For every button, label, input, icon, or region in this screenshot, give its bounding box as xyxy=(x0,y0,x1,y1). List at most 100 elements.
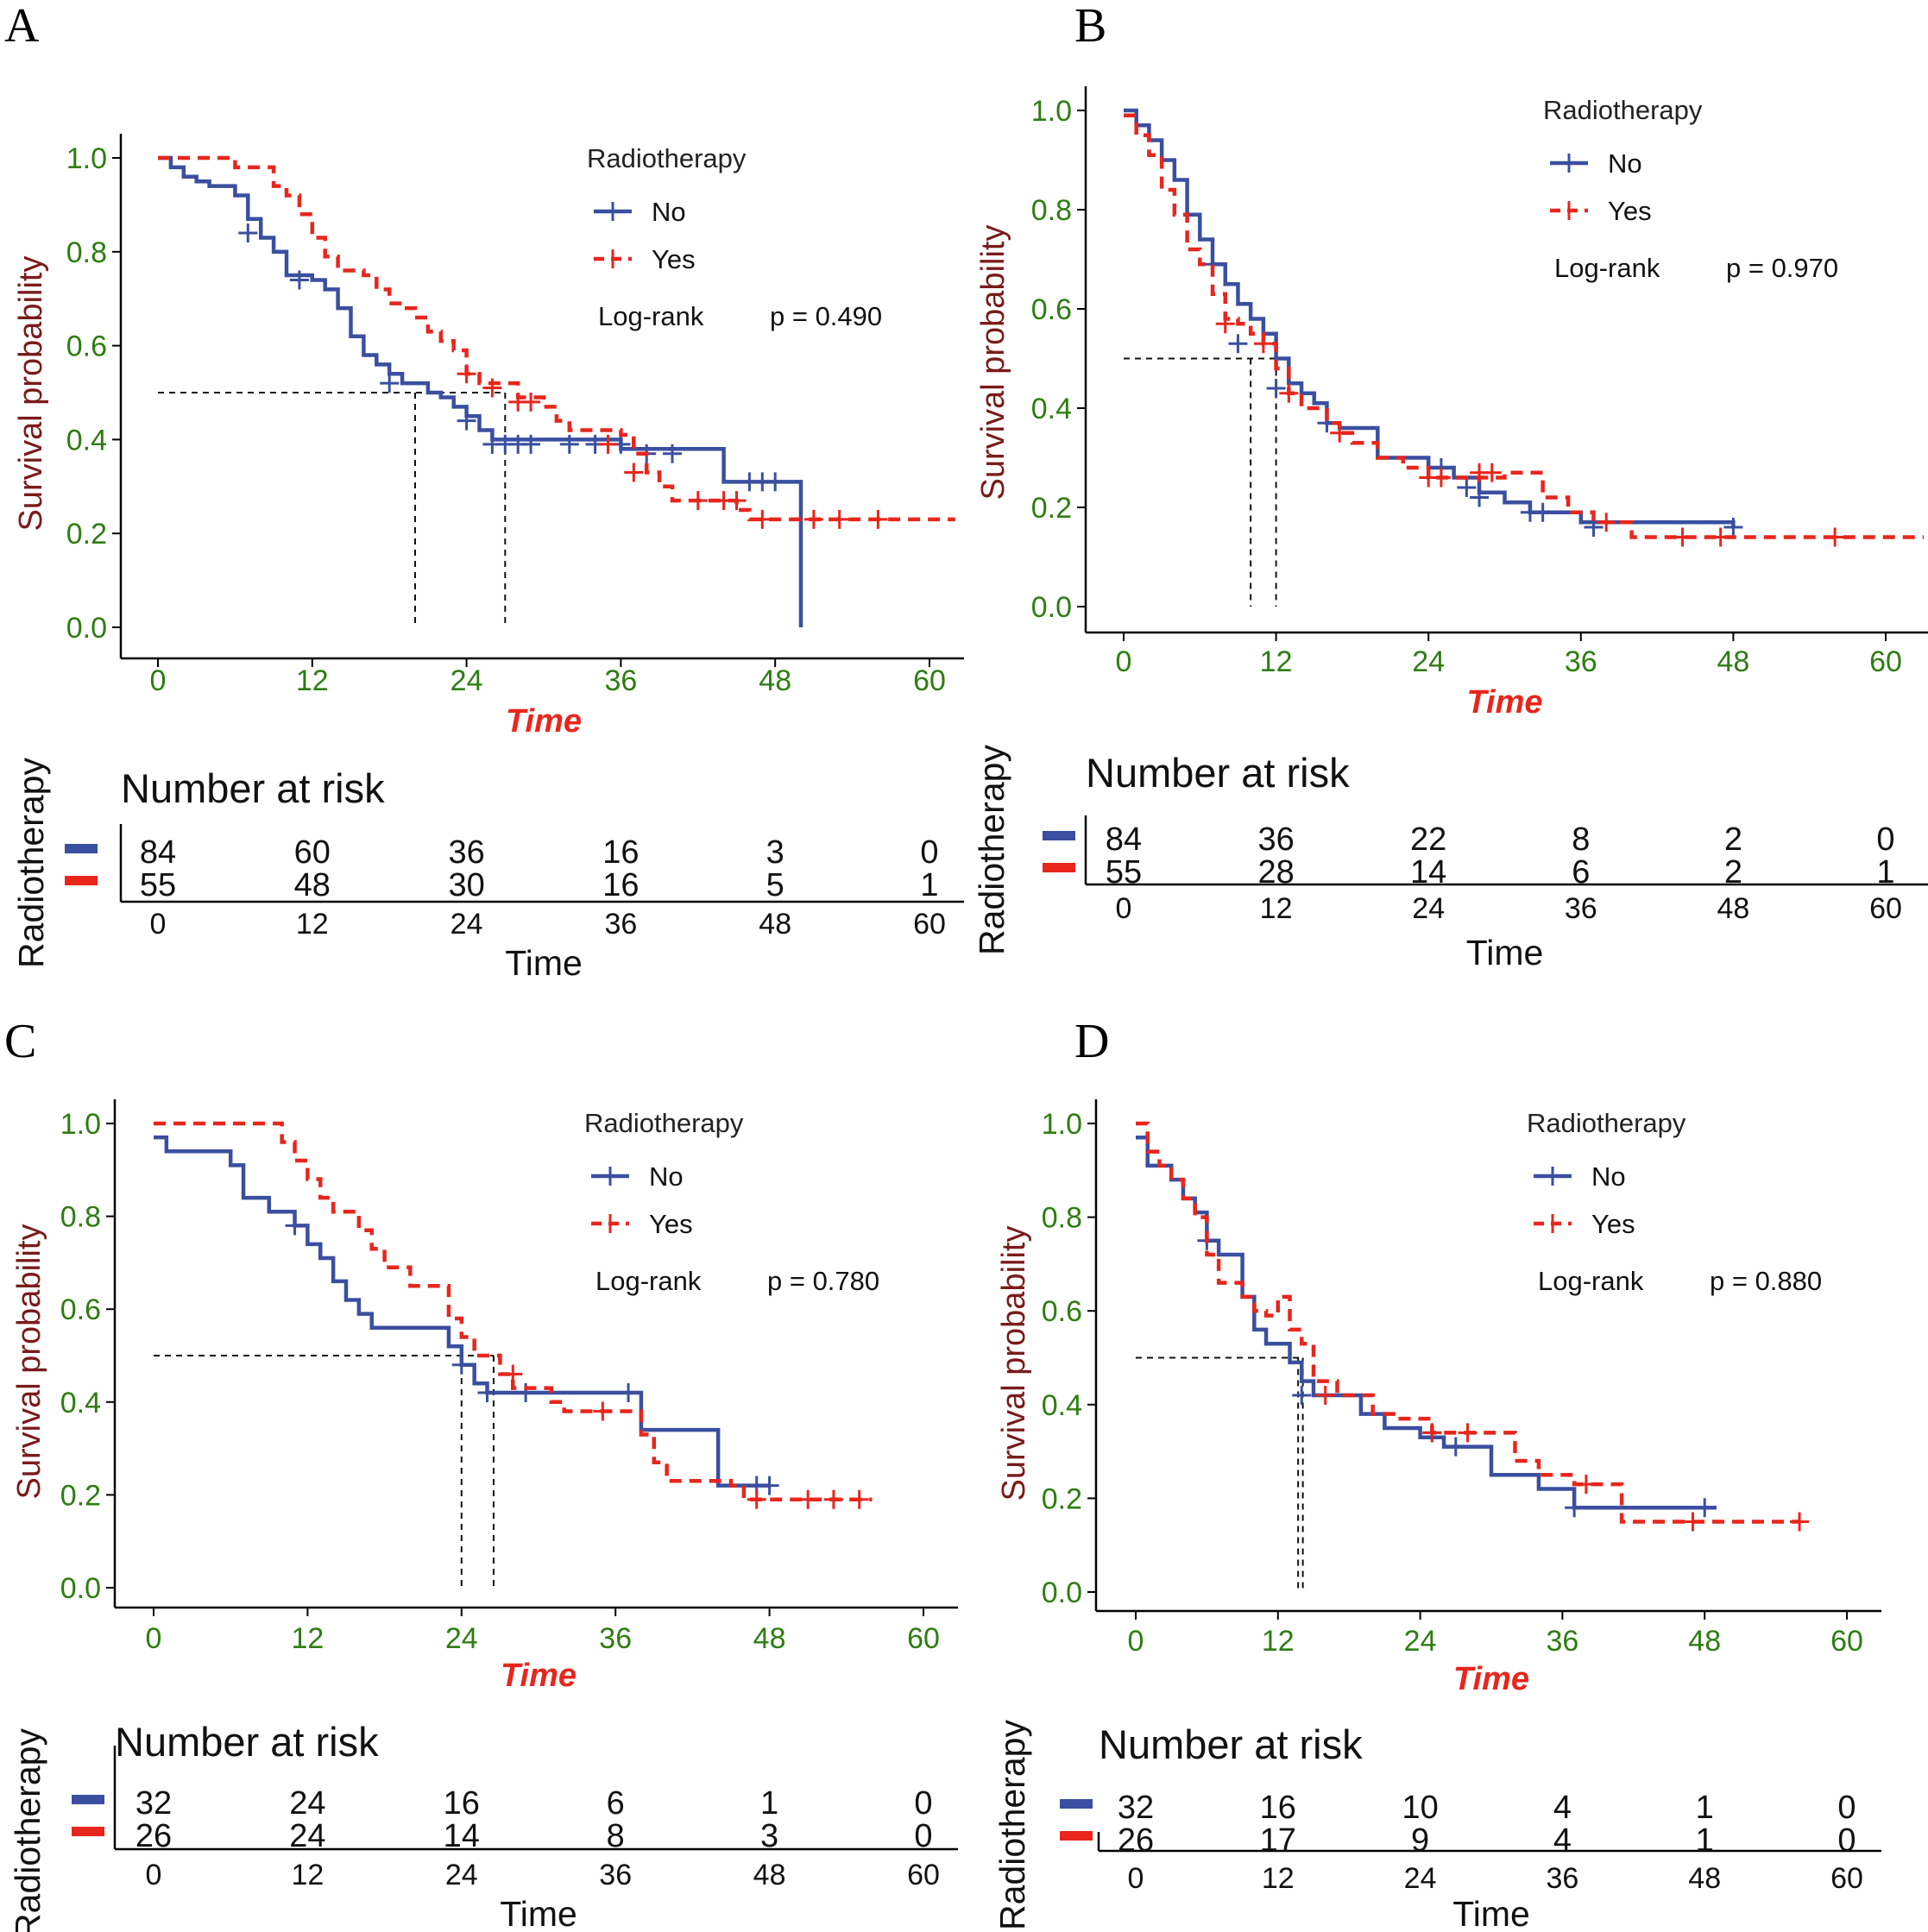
risk-table-ylabel: Radiotherapy xyxy=(992,1720,1032,1930)
y-tick-label: 1.0 xyxy=(66,142,107,175)
risk-count-yes: 5 xyxy=(766,867,784,903)
y-tick-label: 1.0 xyxy=(1031,95,1072,128)
censor-mark-no xyxy=(477,1383,497,1403)
risk-x-tick-label: 24 xyxy=(1404,1862,1437,1895)
censor-mark-yes xyxy=(1825,527,1845,547)
risk-x-tick-label: 0 xyxy=(150,908,167,941)
censor-mark-no xyxy=(759,1476,779,1495)
y-tick-label: 0.0 xyxy=(1031,591,1072,624)
x-tick-label: 24 xyxy=(1404,1625,1437,1658)
legend-title: Radiotherapy xyxy=(584,1108,744,1138)
risk-legend-no xyxy=(1043,831,1075,840)
y-axis-label: Survival probability xyxy=(11,1224,47,1500)
y-tick-label: 0.8 xyxy=(1031,194,1072,227)
risk-x-tick-label: 0 xyxy=(1116,892,1132,925)
risk-count-yes: 9 xyxy=(1411,1822,1429,1859)
x-tick-label: 36 xyxy=(599,1622,632,1655)
censor-mark-yes xyxy=(457,364,476,384)
legend-label-yes: Yes xyxy=(1608,196,1652,226)
risk-count-no: 36 xyxy=(1257,821,1294,858)
risk-count-no: 0 xyxy=(920,834,938,871)
risk-count-no: 16 xyxy=(444,1785,480,1822)
risk-legend-no xyxy=(1060,1799,1093,1809)
risk-count-yes: 28 xyxy=(1257,854,1294,890)
panel-c: C0.00.20.40.60.81.00 12 24 36 48 60TimeSurviv… xyxy=(4,1015,958,1932)
risk-count-no: 60 xyxy=(294,834,331,871)
y-tick-label: 0.2 xyxy=(1031,492,1072,525)
censor-mark-no xyxy=(1266,379,1286,398)
censor-mark-no xyxy=(451,1355,471,1375)
y-tick-label: 0.2 xyxy=(1042,1482,1082,1515)
y-tick-label: 0.2 xyxy=(66,518,107,551)
censor-mark-yes xyxy=(823,1489,843,1509)
censor-mark-yes xyxy=(593,1401,613,1421)
censor-mark-no xyxy=(516,1383,536,1403)
risk-legend-yes xyxy=(65,876,98,885)
risk-count-no: 0 xyxy=(1876,821,1894,858)
risk-count-yes: 30 xyxy=(448,867,484,903)
censor-mark-no xyxy=(766,472,785,492)
risk-count-no: 24 xyxy=(289,1785,325,1822)
risk-legend-no xyxy=(65,844,98,853)
risk-count-no: 36 xyxy=(448,834,484,871)
risk-table-ylabel: Radiotherapy xyxy=(972,745,1011,955)
legend-label-no: No xyxy=(1591,1161,1626,1192)
risk-x-tick-label: 24 xyxy=(450,908,483,941)
x-tick-label: 60 xyxy=(1830,1625,1863,1658)
risk-x-tick-label: 36 xyxy=(1546,1862,1578,1895)
risk-x-tick-label: 12 xyxy=(291,1859,324,1891)
p-value-text: p = 0.780 xyxy=(767,1266,879,1296)
risk-count-yes: 0 xyxy=(914,1818,932,1854)
km-curve-yes xyxy=(158,155,955,522)
x-axis-label: Time xyxy=(506,703,582,739)
y-tick-label: 0.0 xyxy=(66,612,107,645)
risk-x-tick-label: 0 xyxy=(146,1859,162,1891)
censor-mark-yes xyxy=(829,509,849,529)
risk-count-yes: 55 xyxy=(1106,854,1142,890)
risk-count-yes: 14 xyxy=(444,1818,480,1854)
panel-a: A0.00.20.40.60.81.00 12 24 36 48 60TimeSurviv… xyxy=(4,0,964,983)
censor-mark-yes xyxy=(1315,1385,1335,1405)
censor-mark-yes xyxy=(1330,423,1350,443)
p-value-text: p = 0.490 xyxy=(770,301,882,331)
y-tick-label: 0.8 xyxy=(66,236,107,269)
legend-label-yes: Yes xyxy=(652,244,696,274)
y-tick-label: 1.0 xyxy=(60,1108,101,1141)
risk-x-tick-label: 0 xyxy=(1128,1862,1144,1895)
risk-legend-yes xyxy=(1043,863,1075,872)
x-axis-label: Time xyxy=(1453,1661,1529,1697)
x-tick-label: 0 xyxy=(150,664,167,697)
x-tick-label: 60 xyxy=(907,1622,940,1655)
risk-count-no: 6 xyxy=(607,1785,625,1822)
censor-mark-no xyxy=(380,374,400,393)
censor-mark-no xyxy=(1533,502,1553,522)
censor-mark-no xyxy=(1446,1437,1465,1457)
censor-mark-yes xyxy=(1683,1512,1703,1532)
risk-count-yes: 1 xyxy=(1876,854,1894,890)
censor-mark-yes xyxy=(849,1489,869,1509)
km-curve-no xyxy=(158,155,803,627)
x-tick-label: 12 xyxy=(1260,645,1293,678)
risk-legend-yes xyxy=(72,1827,104,1836)
p-value-text: p = 0.970 xyxy=(1726,253,1838,283)
risk-count-yes: 4 xyxy=(1553,1822,1572,1859)
x-tick-label: 36 xyxy=(1565,645,1597,678)
km-curve-no xyxy=(1136,1136,1717,1510)
censor-mark-yes xyxy=(688,491,708,511)
censor-mark-yes xyxy=(1673,527,1692,547)
y-tick-label: 0.4 xyxy=(60,1387,101,1419)
x-axis-label: Time xyxy=(501,1658,577,1694)
risk-x-tick-label: 60 xyxy=(907,1859,940,1891)
y-tick-label: 0.6 xyxy=(1031,293,1072,326)
risk-count-yes: 1 xyxy=(920,867,938,903)
risk-x-tick-label: 48 xyxy=(1688,1862,1721,1895)
legend-label-no: No xyxy=(652,197,686,227)
risk-table-xlabel: Time xyxy=(1466,933,1544,972)
x-tick-label: 12 xyxy=(1262,1625,1295,1658)
risk-count-yes: 0 xyxy=(1837,1822,1856,1859)
risk-table-title: Number at risk xyxy=(115,1719,379,1765)
risk-x-tick-label: 60 xyxy=(1830,1862,1863,1895)
risk-count-yes: 1 xyxy=(1696,1822,1714,1859)
censor-mark-yes xyxy=(803,509,823,529)
